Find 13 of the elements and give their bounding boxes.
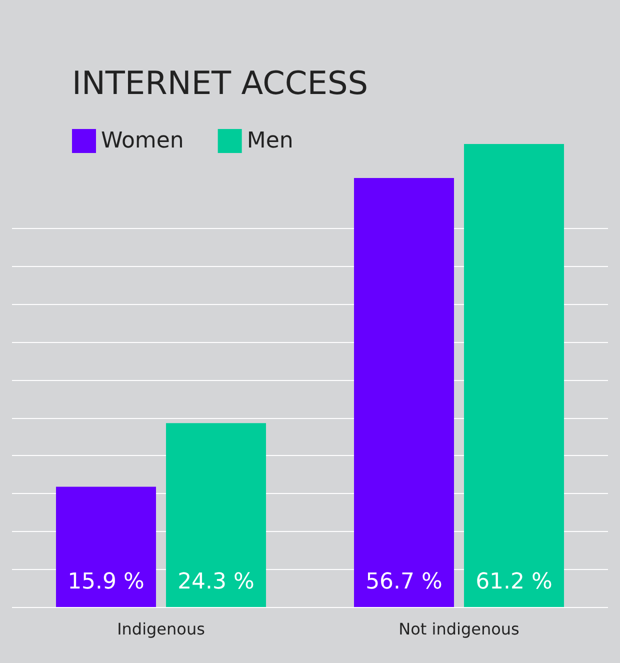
bar	[166, 423, 266, 607]
data-label: 15.9 %	[68, 570, 144, 594]
legend-label: Women	[101, 128, 184, 154]
bar	[464, 144, 564, 607]
data-label: 61.2 %	[476, 570, 552, 594]
legend-label: Men	[246, 128, 294, 154]
data-label: 24.3 %	[178, 570, 254, 594]
chart-title: INTERNET ACCESS	[72, 64, 368, 102]
bar	[56, 486, 156, 607]
data-label: 56.7 %	[366, 570, 442, 594]
x-tick-label: Indigenous	[117, 620, 205, 638]
x-tick-label: Not indigenous	[398, 620, 520, 638]
bar	[354, 178, 454, 607]
